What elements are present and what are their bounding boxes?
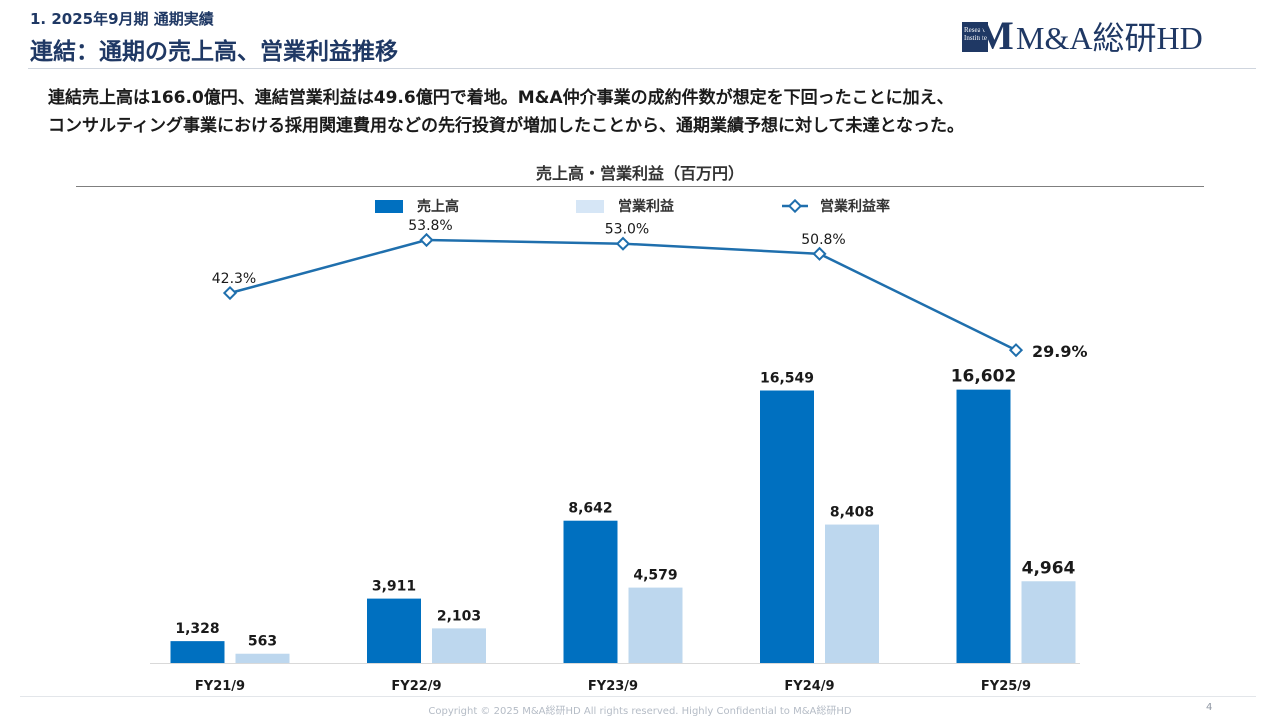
bar-sales [760, 390, 814, 663]
point-operating-margin [615, 236, 631, 251]
section-label: 1. 2025年9月期 通期実績 [30, 10, 214, 28]
x-tick-label: FY23/9 [588, 679, 638, 694]
bar-sales [170, 641, 225, 663]
data-label-operating-profit: 4,964 [1022, 558, 1076, 578]
logo-text: M&A総研HD [1016, 20, 1203, 56]
data-label-operating-profit: 8,408 [830, 505, 874, 521]
company-logo: Research Institute M M&A総研HD [962, 14, 1257, 58]
bar-operating-profit [628, 587, 683, 663]
bar-sales [563, 520, 618, 663]
point-operating-margin [1008, 343, 1024, 358]
copyright-text: Copyright © 2025 M&A総研HD All rights rese… [428, 706, 852, 717]
legend-label-operating-margin: 営業利益率 [820, 199, 890, 215]
data-label-operating-profit: 4,579 [633, 568, 677, 584]
legend-line-marker-icon [782, 199, 808, 213]
point-operating-margin [222, 285, 238, 301]
legend-label-sales: 売上高 [417, 199, 459, 215]
x-tick-label: FY25/9 [981, 679, 1031, 694]
line-operating-margin [229, 238, 1017, 352]
legend-swatch-operating-profit [576, 199, 604, 213]
summary-line-2: コンサルティング事業における採用関連費用などの先行投資が増加したことから、通期業… [48, 116, 964, 136]
bar-operating-profit [235, 653, 290, 663]
logo-badge-line1: Research [964, 26, 990, 34]
data-label-operating-margin: 53.0% [605, 222, 649, 238]
x-tick-label: FY22/9 [391, 679, 441, 694]
data-label-sales: 16,549 [760, 371, 814, 387]
data-label-operating-profit: 2,103 [437, 608, 481, 624]
page-number: 4 [1206, 702, 1213, 713]
summary-text: 連結売上高は166.0億円、連結営業利益は49.6億円で着地。M&A仲介事業の成… [48, 84, 1248, 140]
data-label-operating-margin: 53.8% [408, 218, 452, 234]
summary-line-1: 連結売上高は166.0億円、連結営業利益は49.6億円で着地。M&A仲介事業の成… [48, 88, 954, 108]
legend-swatch-sales [375, 199, 403, 213]
bar-sales [367, 598, 421, 663]
x-tick-label: FY21/9 [195, 679, 245, 694]
chart-legend: 売上高 営業利益 営業利益率 [0, 197, 1280, 215]
legend-item-operating-margin: 営業利益率 [782, 197, 890, 215]
logo-badge: Research Institute [962, 22, 990, 52]
logo-m-glyph: M [976, 13, 1014, 58]
legend-item-sales: 売上高 [375, 197, 459, 215]
x-tick-label: FY24/9 [784, 679, 834, 694]
data-label-sales: 3,911 [372, 579, 416, 595]
bar-operating-profit [1021, 581, 1076, 663]
data-label-operating-margin: 42.3% [212, 271, 256, 287]
page-title: 連結：通期の売上高、営業利益推移 [30, 39, 398, 65]
bar-sales [956, 389, 1011, 663]
logo-badge-line2: Institute [964, 34, 987, 42]
data-label-sales: 8,642 [568, 501, 612, 517]
point-operating-margin [812, 246, 827, 261]
bar-operating-profit [432, 628, 486, 663]
footer-divider [20, 696, 1256, 697]
data-label-sales: 1,328 [175, 621, 219, 637]
data-label-operating-margin: 50.8% [801, 232, 845, 248]
point-operating-margin [419, 232, 434, 248]
data-label-operating-profit: 563 [248, 634, 277, 650]
bar-operating-profit [825, 524, 879, 663]
logo-mark: Research Institute M [962, 14, 1014, 58]
legend-label-operating-profit: 営業利益 [618, 199, 674, 215]
data-label-sales: 16,602 [951, 367, 1017, 387]
chart-title-divider [76, 186, 1204, 187]
data-label-operating-margin: 29.9% [1032, 342, 1088, 361]
header-divider [28, 68, 1256, 69]
legend-item-operating-profit: 営業利益 [576, 197, 674, 215]
chart-title: 売上高・営業利益（百万円） [535, 164, 744, 183]
